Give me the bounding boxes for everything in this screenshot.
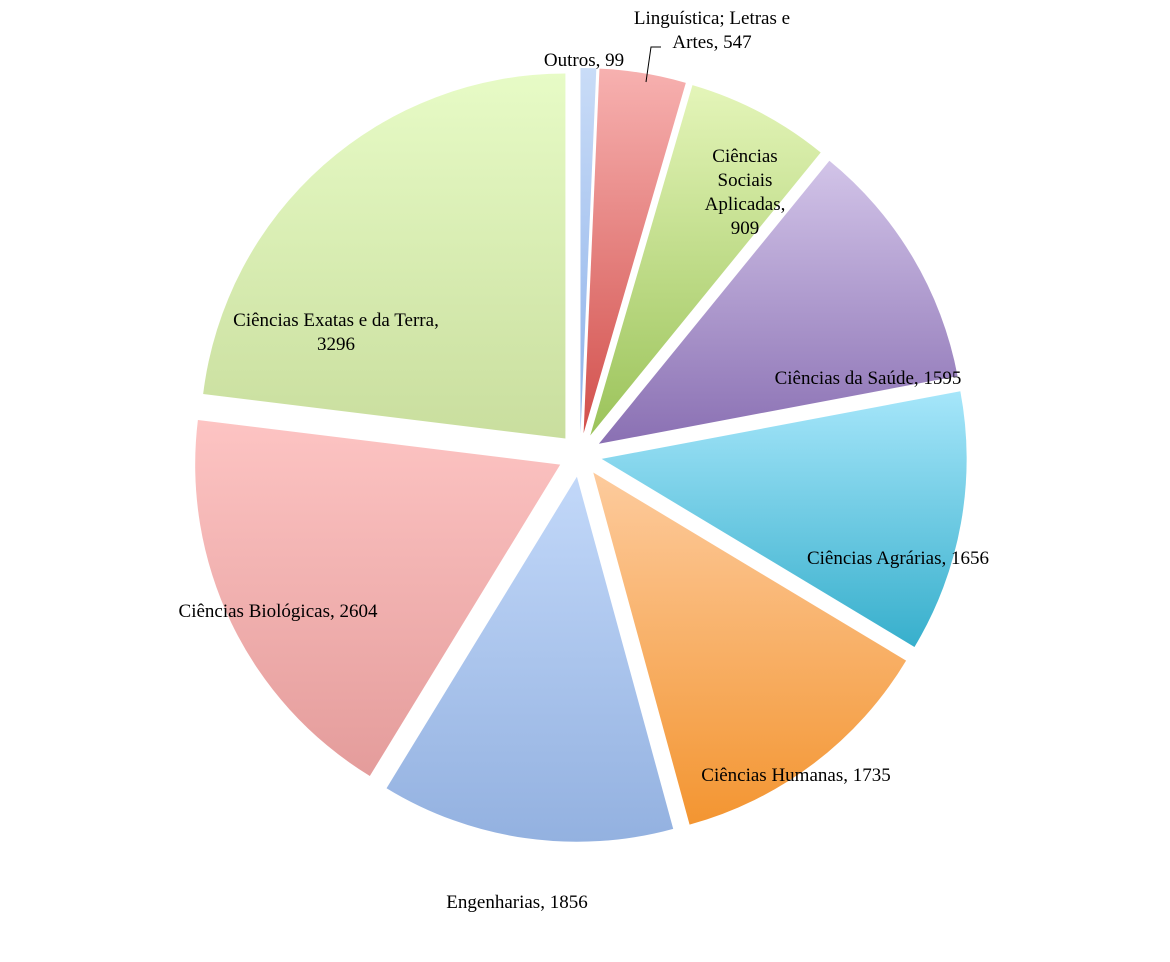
slice-label: Ciências Exatas e da Terra, 3296 <box>233 310 439 355</box>
slice-label: Linguística; Letras e Artes, 547 <box>634 8 790 53</box>
slice-label: Ciências da Saúde, 1595 <box>775 368 962 389</box>
slice-label: Ciências Humanas, 1735 <box>701 765 890 786</box>
leader-line <box>645 46 661 83</box>
slice-ci-ncias-exatas-e-da-terra <box>203 73 566 439</box>
slice-outros <box>580 68 597 434</box>
slice-ci-ncias-biol-gicas <box>195 420 561 776</box>
slice-ci-ncias-sociais-aplicadas <box>590 85 821 436</box>
labels-layer: Outros, 99 Linguística; Letras e Artes, 54… <box>179 8 990 913</box>
slice-label: Outros, 99 <box>544 50 624 71</box>
slice-label: Ciências Biológicas, 2604 <box>179 601 378 622</box>
slice-label: Ciências Agrárias, 1656 <box>807 548 989 569</box>
slice-ci-ncias-humanas <box>593 472 907 825</box>
slice-lingu-stica-letras-e-artes <box>583 68 686 434</box>
slice-ci-ncias-da-sa-de <box>598 160 958 444</box>
slice-label: Engenharias, 1856 <box>446 892 587 913</box>
slice-label: Ciências Sociais Aplicadas, 909 <box>705 146 786 239</box>
slices-layer <box>195 68 967 842</box>
slice-ci-ncias-agr-rias <box>601 391 967 647</box>
leader-lines-layer <box>645 46 661 83</box>
slice-engenharias <box>386 476 674 842</box>
